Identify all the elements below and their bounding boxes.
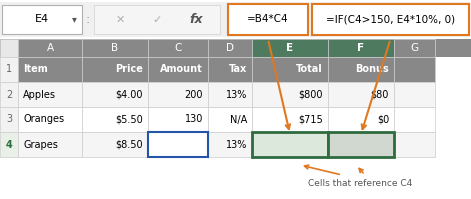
Bar bbox=[328, 82, 394, 107]
Bar bbox=[0, 39, 18, 57]
Text: =B4*C4: =B4*C4 bbox=[247, 15, 289, 24]
Bar bbox=[328, 132, 394, 157]
Bar bbox=[18, 107, 82, 132]
Bar bbox=[312, 4, 469, 35]
Bar bbox=[82, 39, 148, 57]
Bar bbox=[208, 82, 252, 107]
Text: Item: Item bbox=[23, 64, 48, 74]
Bar bbox=[18, 82, 82, 107]
Text: $5.50: $5.50 bbox=[115, 114, 143, 125]
Text: ✓: ✓ bbox=[152, 15, 162, 24]
Text: Apples: Apples bbox=[23, 90, 56, 100]
Text: Bonus: Bonus bbox=[355, 64, 389, 74]
Text: =IF(C4>150, E4*10%, 0): =IF(C4>150, E4*10%, 0) bbox=[326, 15, 455, 24]
Text: $0: $0 bbox=[377, 114, 389, 125]
Bar bbox=[148, 107, 208, 132]
Text: C: C bbox=[174, 43, 182, 53]
Text: Grapes: Grapes bbox=[23, 139, 58, 149]
Bar bbox=[228, 4, 308, 35]
Text: Oranges: Oranges bbox=[23, 114, 64, 125]
Text: Tax: Tax bbox=[229, 64, 247, 74]
Bar bbox=[252, 39, 328, 57]
Text: G: G bbox=[410, 43, 419, 53]
Bar bbox=[208, 132, 252, 157]
Bar bbox=[2, 5, 82, 34]
Bar bbox=[94, 5, 220, 34]
Bar bbox=[0, 82, 18, 107]
Text: 3: 3 bbox=[6, 114, 12, 125]
Text: $1,785: $1,785 bbox=[289, 139, 323, 149]
Bar bbox=[148, 132, 208, 157]
Text: 13%: 13% bbox=[226, 90, 247, 100]
Bar bbox=[252, 82, 328, 107]
Text: G: G bbox=[410, 43, 419, 53]
Text: $4.00: $4.00 bbox=[115, 90, 143, 100]
Bar bbox=[252, 57, 328, 82]
Text: A: A bbox=[47, 43, 54, 53]
Text: $80: $80 bbox=[371, 90, 389, 100]
Bar bbox=[0, 2, 471, 37]
Text: $8.50: $8.50 bbox=[115, 139, 143, 149]
Text: $179: $179 bbox=[365, 139, 389, 149]
Text: Total: Total bbox=[296, 64, 323, 74]
Bar bbox=[328, 107, 394, 132]
Bar bbox=[82, 82, 148, 107]
Text: 1: 1 bbox=[6, 64, 12, 74]
Text: ▾: ▾ bbox=[72, 15, 76, 24]
Text: Amount: Amount bbox=[160, 64, 203, 74]
Text: 200: 200 bbox=[185, 90, 203, 100]
Bar bbox=[252, 107, 328, 132]
Bar bbox=[148, 39, 208, 57]
Bar bbox=[0, 132, 18, 157]
Bar bbox=[0, 39, 471, 57]
Text: E4: E4 bbox=[35, 15, 49, 24]
Text: F: F bbox=[357, 43, 365, 53]
Bar bbox=[328, 57, 394, 82]
Bar bbox=[394, 39, 435, 57]
Bar bbox=[208, 57, 252, 82]
Bar bbox=[394, 39, 435, 57]
Text: E: E bbox=[286, 43, 293, 53]
Bar bbox=[394, 82, 435, 107]
Bar bbox=[394, 107, 435, 132]
Text: Price: Price bbox=[115, 64, 143, 74]
Text: 4: 4 bbox=[6, 139, 12, 149]
Bar bbox=[208, 39, 252, 57]
Text: 210: 210 bbox=[185, 139, 203, 149]
Text: 13%: 13% bbox=[226, 139, 247, 149]
Text: N/A: N/A bbox=[230, 114, 247, 125]
Bar bbox=[18, 132, 82, 157]
Text: fx: fx bbox=[189, 13, 203, 26]
Text: $715: $715 bbox=[298, 114, 323, 125]
Text: ✕: ✕ bbox=[115, 15, 125, 24]
Text: B: B bbox=[112, 43, 119, 53]
Text: Cells that reference C4: Cells that reference C4 bbox=[308, 179, 412, 187]
Text: 2: 2 bbox=[6, 90, 12, 100]
Text: $800: $800 bbox=[299, 90, 323, 100]
Bar bbox=[208, 107, 252, 132]
Bar bbox=[82, 132, 148, 157]
Bar bbox=[394, 132, 435, 157]
Bar bbox=[18, 57, 82, 82]
Bar bbox=[0, 107, 18, 132]
Text: D: D bbox=[226, 43, 234, 53]
Bar bbox=[394, 57, 435, 82]
Bar bbox=[148, 82, 208, 107]
Bar bbox=[328, 39, 394, 57]
Bar bbox=[18, 39, 82, 57]
Bar bbox=[148, 57, 208, 82]
Bar bbox=[82, 57, 148, 82]
Bar bbox=[82, 107, 148, 132]
Bar bbox=[0, 57, 18, 82]
Text: 130: 130 bbox=[185, 114, 203, 125]
Bar bbox=[252, 132, 328, 157]
Text: :: : bbox=[86, 13, 90, 26]
